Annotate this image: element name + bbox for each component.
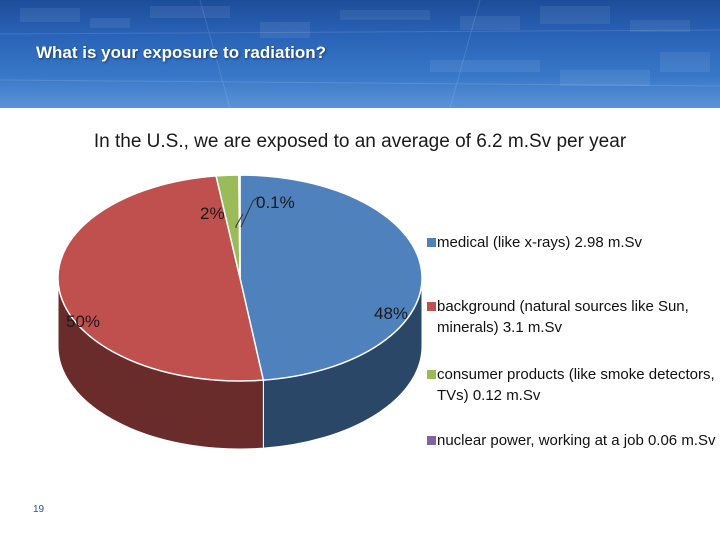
- pie-slice-1: [57, 175, 265, 382]
- pie-slice-0: [239, 174, 423, 381]
- legend-swatch-2: [427, 370, 436, 379]
- leader-line-2: [235, 213, 244, 228]
- legend-swatch-1: [427, 302, 436, 311]
- data-label-3: 0.1%: [256, 193, 295, 212]
- header-banner: What is your exposure to radiation?: [0, 0, 720, 108]
- legend-label-2: consumer products (like smoke detectors,…: [437, 366, 715, 404]
- legend-swatch-0: [427, 238, 436, 247]
- leader-line-3: [240, 196, 259, 228]
- legend-label-1: background (natural sources like Sun, mi…: [437, 298, 689, 336]
- banner-pattern: [0, 0, 720, 108]
- legend-item-2: consumer products (like smoke detectors,…: [427, 364, 717, 406]
- chart-subtitle: In the U.S., we are exposed to an averag…: [93, 131, 627, 152]
- data-label-2: 2%: [200, 204, 225, 223]
- legend-item-0: medical (like x-rays) 2.98 m.Sv: [427, 232, 717, 253]
- pie-slice-3: [238, 174, 241, 279]
- legend-item-3: nuclear power, working at a job 0.06 m.S…: [427, 430, 717, 451]
- legend-label-3: nuclear power, working at a job 0.06 m.S…: [437, 432, 716, 449]
- page-number: 19: [33, 504, 45, 515]
- data-label-0: 48%: [374, 304, 408, 323]
- pie-chart: 48% 50% 2% 0.1%: [57, 174, 423, 450]
- slide-title: What is your exposure to radiation?: [36, 43, 326, 62]
- legend-label-0: medical (like x-rays) 2.98 m.Sv: [437, 234, 643, 251]
- data-label-1: 50%: [66, 312, 100, 331]
- legend-swatch-3: [427, 436, 436, 445]
- legend-item-1: background (natural sources like Sun, mi…: [427, 296, 717, 338]
